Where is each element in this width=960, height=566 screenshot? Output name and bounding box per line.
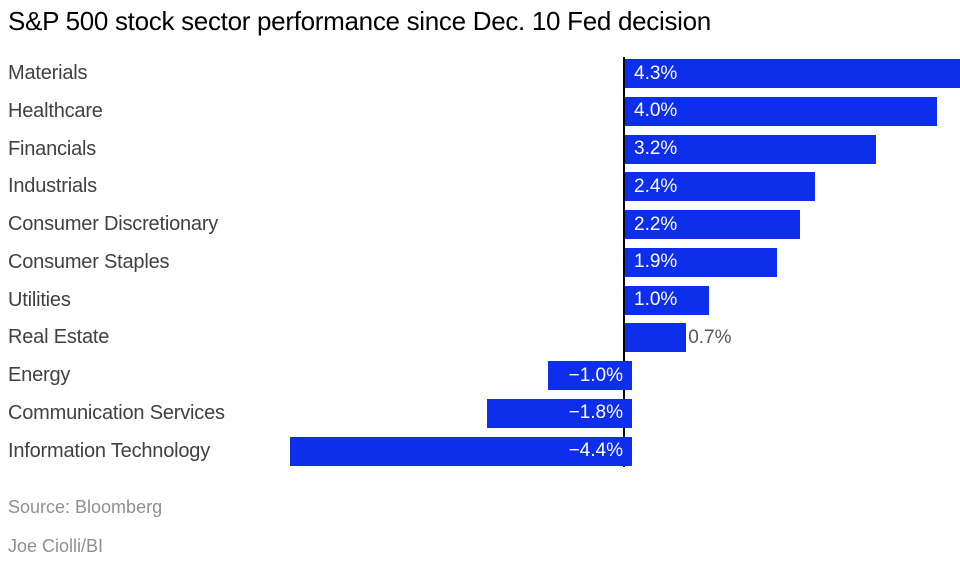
- category-label: Financials: [8, 137, 97, 160]
- value-label: 4.3%: [634, 62, 678, 84]
- category-label: Materials: [8, 62, 88, 84]
- category-label: Communication Services: [8, 401, 225, 424]
- value-label: 0.7%: [688, 326, 732, 348]
- category-label: Real Estate: [8, 326, 110, 349]
- zero-axis-line: [623, 57, 625, 467]
- value-label: −4.4%: [568, 440, 623, 461]
- bar: [625, 323, 687, 353]
- category-label: Industrials: [8, 175, 97, 198]
- bar: 3.2%: [625, 134, 877, 164]
- bar: 1.9%: [625, 247, 778, 277]
- category-label: Consumer Discretionary: [8, 213, 219, 235]
- value-label: 2.4%: [634, 175, 678, 197]
- category-label: Energy: [8, 364, 71, 386]
- bar: −1.0%: [548, 361, 632, 390]
- value-label: −1.0%: [568, 364, 623, 386]
- value-label: −1.8%: [568, 402, 623, 424]
- author-byline: Joe Ciolli/BI: [8, 536, 104, 556]
- value-label: 3.2%: [634, 138, 678, 159]
- source-credit: Source: Bloomberg: [8, 497, 163, 517]
- bar: 2.2%: [625, 210, 801, 239]
- value-label: 2.2%: [634, 213, 678, 235]
- bar: 4.0%: [625, 96, 937, 126]
- chart-title: S&P 500 stock sector performance since D…: [8, 6, 711, 36]
- category-label: Utilities: [8, 288, 71, 311]
- value-label: 1.9%: [634, 251, 678, 273]
- value-label: 1.0%: [634, 289, 678, 310]
- category-label: Healthcare: [8, 99, 103, 122]
- bar: 2.4%: [625, 172, 816, 202]
- bar: −1.8%: [487, 398, 632, 428]
- category-label: Consumer Staples: [8, 250, 170, 273]
- bar: −4.4%: [289, 436, 632, 466]
- bar: 4.3%: [625, 59, 960, 88]
- category-label: Information Technology: [8, 439, 211, 462]
- bar: 1.0%: [625, 285, 709, 315]
- value-label: 4.0%: [634, 100, 678, 122]
